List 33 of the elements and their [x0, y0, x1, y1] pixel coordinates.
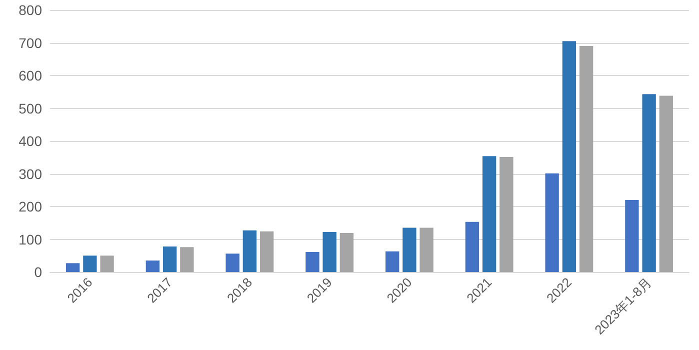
bar	[162, 246, 177, 272]
y-tick-label: 600	[18, 68, 42, 84]
bar	[545, 173, 559, 272]
bar	[260, 231, 274, 272]
bar	[322, 232, 336, 272]
bar	[385, 251, 400, 272]
bar	[562, 41, 576, 272]
bar	[659, 96, 674, 272]
bar	[579, 46, 594, 272]
bar	[402, 228, 416, 272]
y-tick-label: 300	[18, 166, 42, 182]
bar	[242, 230, 257, 272]
bar	[420, 228, 434, 272]
y-tick-label: 200	[18, 198, 42, 214]
bar	[180, 247, 194, 272]
bar	[642, 94, 656, 272]
bar	[340, 233, 354, 272]
bar	[146, 260, 160, 272]
bar	[306, 252, 320, 272]
bar	[100, 256, 114, 272]
y-tick-label: 0	[34, 264, 42, 280]
bar	[66, 263, 80, 272]
bar	[500, 157, 514, 272]
y-tick-label: 500	[18, 100, 42, 116]
bar	[226, 254, 240, 272]
y-tick-label: 400	[18, 133, 42, 149]
bar	[482, 156, 496, 272]
y-tick-label: 700	[18, 34, 42, 51]
y-tick-label: 100	[18, 231, 42, 248]
bar	[83, 256, 97, 272]
bar	[625, 200, 639, 272]
y-tick-label: 800	[18, 2, 42, 18]
bar	[465, 222, 480, 272]
